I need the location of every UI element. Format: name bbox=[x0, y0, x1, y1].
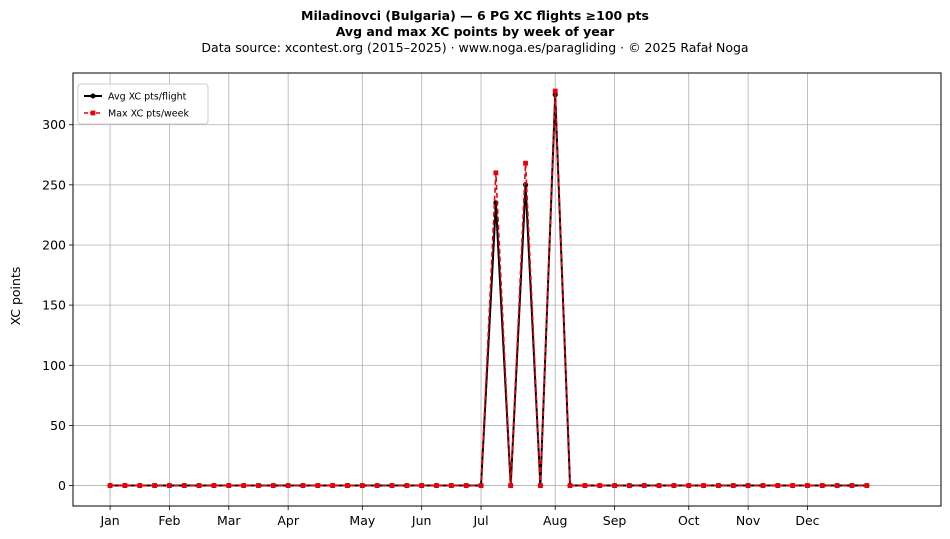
data-point bbox=[775, 483, 781, 488]
chart-title-block: Miladinovci (Bulgaria) — 6 PG XC flights… bbox=[0, 8, 950, 56]
data-point bbox=[256, 483, 261, 488]
data-point bbox=[196, 483, 202, 488]
data-point bbox=[597, 483, 603, 488]
y-tick-label: 150 bbox=[42, 298, 66, 313]
x-tick-label: Nov bbox=[736, 513, 761, 528]
x-axis: Jan Feb Mar Apr May Jun Jul Aug Sep Oct Nov Dec bbox=[99, 506, 820, 528]
data-point bbox=[315, 483, 321, 488]
data-point bbox=[463, 483, 469, 488]
data-point bbox=[745, 483, 751, 488]
data-point bbox=[330, 483, 336, 488]
data-point bbox=[107, 483, 113, 488]
data-point bbox=[434, 483, 439, 488]
x-tick-label: Aug bbox=[543, 513, 567, 528]
data-point bbox=[730, 483, 736, 488]
data-point bbox=[508, 483, 514, 488]
data-point bbox=[760, 483, 766, 488]
data-point bbox=[849, 483, 855, 488]
series-line bbox=[110, 93, 867, 487]
series-max bbox=[107, 88, 870, 488]
x-tick-label: Apr bbox=[277, 513, 299, 528]
data-point bbox=[819, 483, 825, 488]
data-point bbox=[448, 483, 454, 488]
data-point bbox=[716, 483, 721, 488]
data-point bbox=[152, 483, 158, 488]
data-point bbox=[137, 483, 143, 488]
y-tick-label: 50 bbox=[50, 418, 66, 433]
x-tick-label: Oct bbox=[678, 513, 700, 528]
data-point bbox=[241, 483, 247, 488]
data-point bbox=[612, 483, 617, 488]
legend-label: Avg XC pts/flight bbox=[108, 92, 187, 103]
x-tick-label: Jun bbox=[411, 513, 432, 528]
y-axis: 0 50 100 150 200 250 300 bbox=[42, 117, 73, 493]
data-point bbox=[345, 483, 350, 488]
data-point bbox=[567, 483, 573, 488]
data-point bbox=[419, 483, 425, 488]
data-point bbox=[537, 483, 543, 488]
chart-title-line-2: Avg and max XC points by week of year bbox=[335, 24, 615, 39]
y-tick-label: 100 bbox=[42, 358, 66, 373]
legend-marker bbox=[90, 110, 96, 116]
x-tick-label: Dec bbox=[795, 513, 819, 528]
data-point bbox=[122, 483, 128, 488]
legend-label: Max XC pts/week bbox=[108, 109, 189, 120]
data-point bbox=[404, 483, 410, 488]
x-tick-label: Jan bbox=[99, 513, 119, 528]
legend-marker bbox=[90, 93, 96, 99]
y-axis-label: XC points bbox=[8, 267, 23, 326]
series-line bbox=[110, 90, 867, 487]
grid-lines bbox=[73, 73, 941, 506]
data-point bbox=[582, 483, 588, 488]
data-point bbox=[627, 483, 632, 488]
y-tick-label: 0 bbox=[58, 478, 66, 493]
data-point bbox=[226, 483, 232, 488]
data-point bbox=[834, 483, 840, 488]
data-point bbox=[211, 483, 217, 488]
data-point bbox=[374, 483, 380, 488]
data-point bbox=[359, 483, 365, 488]
chart-title: Miladinovci (Bulgaria) — 6 PG XC flights… bbox=[301, 8, 649, 23]
data-point bbox=[285, 483, 291, 488]
data-point bbox=[552, 88, 558, 94]
y-tick-label: 250 bbox=[42, 177, 66, 192]
data-point bbox=[478, 483, 484, 488]
y-tick-label: 200 bbox=[42, 237, 66, 252]
x-tick-label: Sep bbox=[603, 513, 627, 528]
data-point bbox=[641, 483, 647, 488]
plot-area bbox=[72, 72, 942, 507]
x-tick-label: Jul bbox=[472, 513, 488, 528]
data-point bbox=[686, 483, 692, 488]
series-layer bbox=[107, 88, 870, 489]
data-point bbox=[270, 483, 276, 488]
chart-subtitle: Data source: xcontest.org (2015–2025) · … bbox=[201, 40, 749, 55]
series-avg bbox=[107, 92, 870, 489]
x-tick-label: Mar bbox=[217, 513, 241, 528]
data-point bbox=[493, 170, 499, 176]
legend-box bbox=[77, 83, 209, 125]
data-point bbox=[701, 483, 706, 488]
data-point bbox=[300, 483, 306, 488]
data-point bbox=[523, 160, 528, 166]
data-point bbox=[167, 483, 172, 488]
data-point bbox=[181, 483, 187, 488]
data-point bbox=[790, 483, 796, 488]
legend: Avg XC pts/flight Max XC pts/week bbox=[77, 83, 209, 125]
y-tick-label: 300 bbox=[42, 117, 66, 132]
x-tick-label: May bbox=[349, 513, 375, 528]
data-point bbox=[805, 483, 810, 488]
x-tick-label: Feb bbox=[158, 513, 180, 528]
data-point bbox=[656, 483, 662, 488]
data-point bbox=[389, 483, 395, 488]
data-point bbox=[671, 483, 677, 488]
data-point bbox=[864, 483, 870, 488]
